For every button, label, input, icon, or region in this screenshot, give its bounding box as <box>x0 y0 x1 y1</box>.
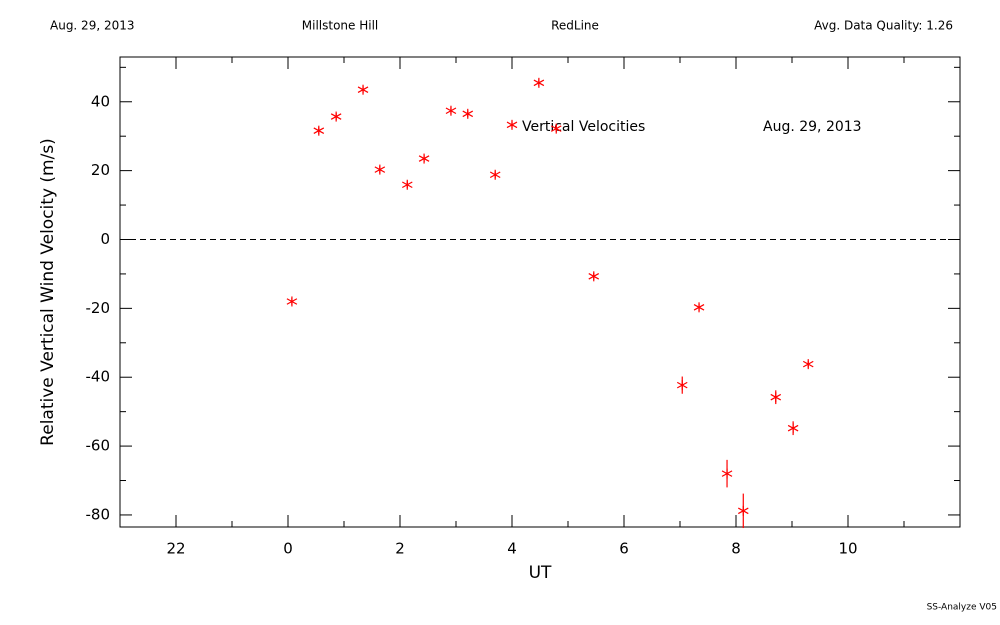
x-tick-label: 6 <box>619 540 629 558</box>
x-axis-label: UT <box>529 563 552 583</box>
marker <box>374 164 386 175</box>
marker-stroke <box>721 470 733 477</box>
marker-stroke <box>533 79 545 87</box>
x-tick-label: 22 <box>166 540 185 558</box>
y-tick-label: 40 <box>91 92 110 110</box>
y-tick-label: -80 <box>86 505 111 523</box>
marker <box>787 423 799 434</box>
marker <box>588 271 600 282</box>
marker <box>286 296 298 307</box>
marker <box>506 119 518 130</box>
x-tick-label: 4 <box>507 540 517 558</box>
x-tick-label: 2 <box>395 540 405 558</box>
annotation: Aug. 29, 2013 <box>763 119 862 135</box>
marker <box>550 123 562 134</box>
marker-stroke <box>802 360 814 368</box>
marker <box>489 169 501 180</box>
marker-stroke <box>550 125 562 132</box>
marker-stroke <box>313 127 325 134</box>
marker-stroke <box>588 273 600 280</box>
marker <box>676 380 688 391</box>
marker-stroke <box>676 381 688 389</box>
marker <box>462 108 474 119</box>
marker <box>445 105 457 116</box>
marker-stroke <box>693 304 705 311</box>
marker-stroke <box>770 393 782 401</box>
x-tick-label: 10 <box>838 540 857 558</box>
y-tick-label: 0 <box>100 230 110 248</box>
y-tick-label: -60 <box>86 437 111 455</box>
header-date: Aug. 29, 2013 <box>50 19 135 33</box>
marker <box>313 125 325 136</box>
marker-stroke <box>374 166 386 173</box>
marker-stroke <box>462 110 474 118</box>
marker <box>802 359 814 370</box>
header-line: RedLine <box>551 19 599 33</box>
header-site: Millstone Hill <box>302 19 378 33</box>
footer: SS-Analyze V05 <box>927 603 997 613</box>
marker-stroke <box>445 107 457 114</box>
marker-stroke <box>330 113 342 120</box>
y-tick-label: 20 <box>91 161 110 179</box>
marker <box>418 153 430 164</box>
marker <box>533 77 545 88</box>
marker-stroke <box>787 424 799 432</box>
header-quality: Avg. Data Quality: 1.26 <box>814 19 953 33</box>
marker <box>357 84 369 95</box>
y-tick-label: -20 <box>86 299 111 317</box>
marker <box>401 179 413 190</box>
y-tick-label: -40 <box>86 368 111 386</box>
marker-stroke <box>489 171 501 179</box>
x-tick-label: 8 <box>731 540 741 558</box>
marker-stroke <box>737 507 749 515</box>
plot-frame <box>119 56 961 528</box>
marker <box>330 111 342 122</box>
marker-stroke <box>506 121 518 129</box>
y-axis-label: Relative Vertical Wind Velocity (m/s) <box>38 138 58 446</box>
marker <box>737 505 749 516</box>
marker-stroke <box>401 181 413 189</box>
marker-stroke <box>418 155 430 162</box>
marker <box>693 302 705 313</box>
x-tick-label: 0 <box>283 540 293 558</box>
marker <box>770 392 782 403</box>
marker-stroke <box>286 298 298 305</box>
marker-stroke <box>357 86 369 93</box>
marker <box>721 468 733 479</box>
annotation: Vertical Velocities <box>522 119 645 135</box>
